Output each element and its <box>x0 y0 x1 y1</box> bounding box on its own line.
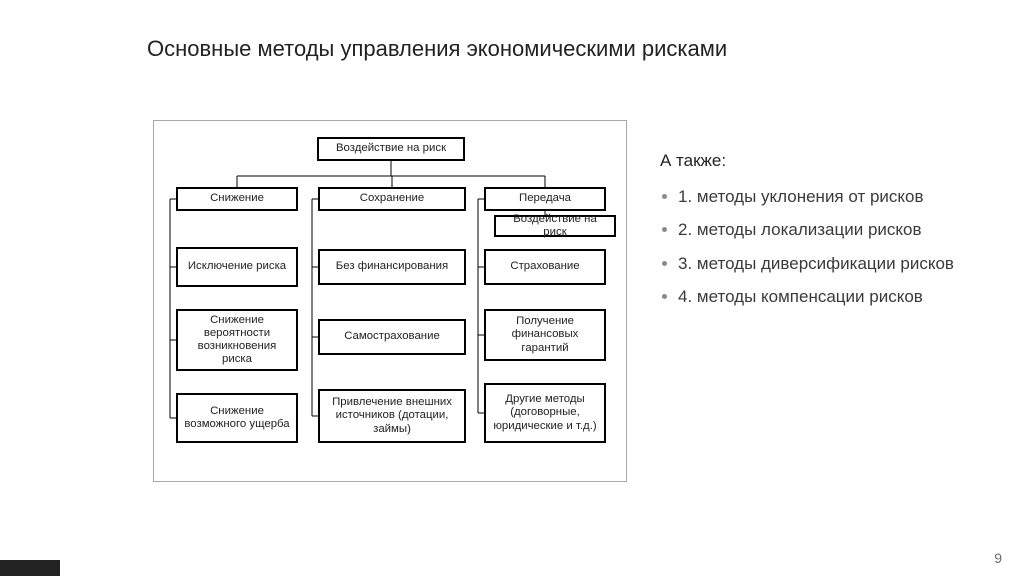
side-heading: А также: <box>660 148 970 174</box>
page-number: 9 <box>994 550 1002 566</box>
side-item: 4. методы компенсации рисков <box>660 284 970 310</box>
side-item: 1. методы уклонения от рисков <box>660 184 970 210</box>
tree-node-c1: Снижение <box>176 187 298 211</box>
page-title: Основные методы управления экономическим… <box>147 36 727 62</box>
tree-node-root: Воздействие на риск <box>317 137 465 161</box>
tree-node-n31: Страхование <box>484 249 606 285</box>
tree-node-n32: Получение финансовых гарантий <box>484 309 606 361</box>
tree-node-c2: Сохранение <box>318 187 466 211</box>
risk-tree-diagram: Воздействие на риск Снижение Сохранение Пер… <box>153 120 627 482</box>
edge-c3-n31 <box>478 199 484 413</box>
tree-node-n33: Другие методы (договорные, юридические и… <box>484 383 606 443</box>
accent-bar <box>0 560 60 576</box>
tree-node-n11: Исключение риска <box>176 247 298 287</box>
side-item: 3. методы диверсификации рисков <box>660 251 970 277</box>
tree-node-c3: Передача <box>484 187 606 211</box>
tree-node-n22: Самострахование <box>318 319 466 355</box>
edge-root-c1 <box>237 161 545 187</box>
edge-c2-n21 <box>312 199 318 416</box>
tree-node-c3a: Воздействие на риск <box>494 215 616 237</box>
side-item: 2. методы локализации рисков <box>660 217 970 243</box>
tree-node-n13: Снижение возможного ущерба <box>176 393 298 443</box>
side-list: А также: 1. методы уклонения от рисков 2… <box>660 148 970 318</box>
tree-node-n23: Привлечение внешних источников (дотации,… <box>318 389 466 443</box>
side-items: 1. методы уклонения от рисков 2. методы … <box>660 184 970 310</box>
tree-node-n12: Снижение вероятности возникновения риска <box>176 309 298 371</box>
tree-node-n21: Без финансирования <box>318 249 466 285</box>
